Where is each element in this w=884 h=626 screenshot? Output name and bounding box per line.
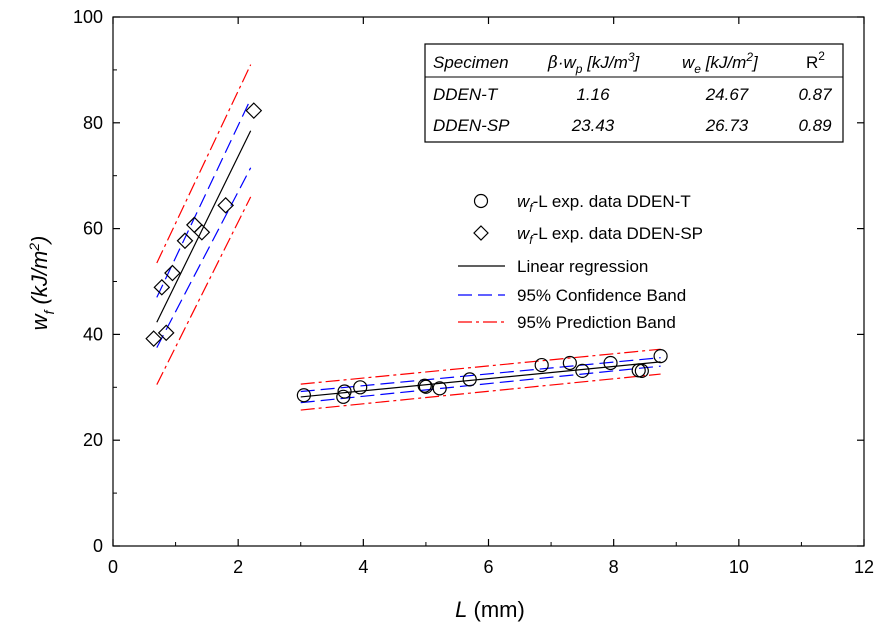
regression-line-dden-t — [300, 361, 661, 398]
data-point-diamond — [245, 102, 263, 119]
table-row-2-bwp: 23.43 — [571, 116, 615, 135]
legend-item-regression: Linear regression — [458, 257, 648, 276]
data-point-circle — [634, 363, 649, 379]
table-header-specimen: Specimen — [433, 53, 509, 72]
x-tick-label: 2 — [233, 557, 243, 577]
legend-label-regression: Linear regression — [517, 257, 648, 276]
table-header-bwp: β·wp [kJ/m3] — [547, 50, 641, 76]
chart-marks — [145, 64, 668, 411]
data-point-circle — [353, 380, 368, 395]
x-tick-label: 0 — [108, 557, 118, 577]
data-point-circle — [417, 378, 432, 393]
y-tick-label: 20 — [83, 430, 103, 450]
y-tick-label: 40 — [83, 324, 103, 344]
table-row-2-we: 26.73 — [705, 116, 749, 135]
prediction-band-upper-dden-t — [300, 348, 661, 385]
legend-label-confidence: 95% Confidence Band — [517, 286, 686, 305]
legend-item-circle: wf-L exp. data DDEN-T — [473, 192, 691, 215]
data-point-circle — [575, 363, 590, 379]
data-point-diamond — [217, 196, 234, 214]
confidence-band-lower-dden-t — [300, 365, 661, 404]
data-point-circle — [534, 357, 549, 373]
legend-item-confidence: 95% Confidence Band — [458, 286, 686, 305]
y-axis-title: wf (kJ/m2) — [26, 236, 57, 331]
x-tick-label: 6 — [483, 557, 493, 577]
x-tick-label: 8 — [609, 557, 619, 577]
data-point-diamond — [186, 216, 203, 234]
confidence-band-upper-dden-sp — [156, 98, 252, 298]
table-row-1-we: 24.67 — [705, 85, 749, 104]
x-axis-title: L (mm) — [455, 597, 525, 622]
data-point-diamond — [145, 330, 163, 347]
data-point-diamond — [193, 223, 211, 241]
legend-item-diamond: wf-L exp. data DDEN-SP — [473, 224, 703, 247]
data-point-circle — [336, 389, 351, 404]
prediction-band-upper-dden-sp — [156, 64, 252, 264]
data-point-circle — [337, 384, 352, 399]
legend-label-circle: wf-L exp. data DDEN-T — [517, 192, 691, 215]
confidence-band-lower-dden-sp — [156, 167, 252, 348]
data-point-circle — [653, 348, 668, 364]
x-tick-label: 12 — [854, 557, 874, 577]
table-header-r2: R2 — [806, 49, 825, 72]
legend: wf-L exp. data DDEN-T wf-L exp. data DDE… — [458, 192, 703, 332]
legend-label-diamond: wf-L exp. data DDEN-SP — [517, 224, 703, 247]
confidence-band-upper-dden-t — [300, 357, 661, 393]
data-point-circle — [296, 388, 311, 403]
data-point-circle — [462, 372, 477, 387]
table-header-we: we [kJ/m2] — [682, 50, 759, 76]
y-tick-label: 100 — [73, 7, 103, 27]
axes: 0 2 4 6 8 10 12 0 20 40 60 80 100 — [73, 7, 874, 577]
data-point-circle — [432, 381, 447, 396]
y-tick-label: 0 — [93, 536, 103, 556]
legend-circle-marker — [473, 193, 489, 209]
stats-table: Specimen β·wp [kJ/m3] we [kJ/m2] R2 DDEN… — [424, 43, 844, 143]
prediction-band-lower-dden-t — [300, 373, 661, 411]
legend-item-prediction: 95% Prediction Band — [458, 313, 676, 332]
data-point-diamond — [176, 232, 194, 250]
data-point-circle — [603, 355, 618, 371]
table-row-1-specimen: DDEN-T — [433, 85, 499, 104]
table-row-2-specimen: DDEN-SP — [433, 116, 510, 135]
stats-table-frame — [424, 43, 844, 143]
y-tick-label: 80 — [83, 113, 103, 133]
legend-diamond-marker — [473, 225, 489, 241]
data-point-diamond — [153, 278, 171, 296]
table-row-1-bwp: 1.16 — [576, 85, 610, 104]
table-row-1-r2: 0.87 — [798, 85, 832, 104]
y-tick-label: 60 — [83, 219, 103, 239]
data-point-diamond — [157, 324, 175, 342]
legend-label-prediction: 95% Prediction Band — [517, 313, 676, 332]
table-row-2-r2: 0.89 — [798, 116, 832, 135]
data-point-circle — [418, 379, 434, 394]
prediction-band-lower-dden-sp — [156, 196, 252, 385]
data-point-diamond — [164, 264, 181, 282]
x-tick-label: 4 — [358, 557, 368, 577]
x-tick-label: 10 — [729, 557, 749, 577]
data-point-circle — [562, 355, 577, 371]
